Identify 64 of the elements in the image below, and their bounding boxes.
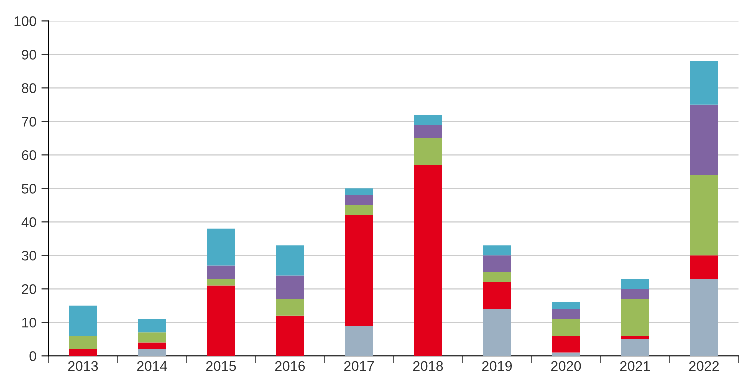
x-tick-label: 2017 [344,361,374,372]
bar [483,246,512,256]
bar [69,306,98,336]
bar [414,138,442,166]
y-tick-label: 50 [22,184,36,194]
y-tick-label: 10 [22,318,36,328]
bar [345,205,374,216]
bar [552,302,580,310]
x-tick-label: 2014 [138,361,168,372]
bar [414,125,442,138]
bar [621,289,650,300]
bar [483,272,512,282]
y-tick-label: 70 [22,116,36,127]
bar [621,336,650,340]
bar [483,309,512,356]
bar [138,332,166,343]
bar [345,195,374,206]
bar [483,256,512,272]
y-tick-label: 100 [14,16,36,26]
bar [345,188,374,196]
bar [483,282,512,310]
x-tick-label: 2015 [206,361,236,372]
x-tick-label: 2020 [552,361,582,372]
y-tick-label: 60 [22,150,36,160]
bar [690,175,718,256]
x-tick-label: 2013 [68,361,98,372]
bar [690,61,718,105]
bar [207,286,236,356]
x-tick-label: 2016 [276,361,306,372]
bar [690,279,718,356]
bar [138,342,166,350]
bar [207,266,236,280]
bar [138,349,166,356]
bar [345,215,374,326]
bar [621,279,650,290]
y-tick-label: 90 [22,50,36,60]
bar [552,319,580,336]
bar [276,299,304,316]
bar [276,246,304,276]
bar [414,165,442,356]
bar [276,276,304,300]
bar [414,114,442,126]
bar [621,339,650,356]
x-tick-label: 2019 [482,361,512,372]
y-tick-label: 80 [22,84,36,94]
bar [690,256,718,280]
bar [207,279,236,286]
bar [207,228,236,266]
bar [690,104,718,176]
bar [345,326,374,356]
bar [552,336,580,353]
y-tick-label: 30 [22,250,36,261]
x-tick-label: 2022 [690,361,720,372]
y-tick-label: 40 [22,217,36,228]
bar [138,319,166,333]
bar [69,349,98,356]
x-tick-label: 2021 [620,361,650,372]
y-tick-label: 0 [30,351,36,362]
y-tick-label: 20 [22,284,36,294]
x-tick-label: 2018 [414,361,444,372]
bar [69,336,98,350]
bar [552,309,580,320]
bar [276,316,304,356]
bar [621,299,650,336]
